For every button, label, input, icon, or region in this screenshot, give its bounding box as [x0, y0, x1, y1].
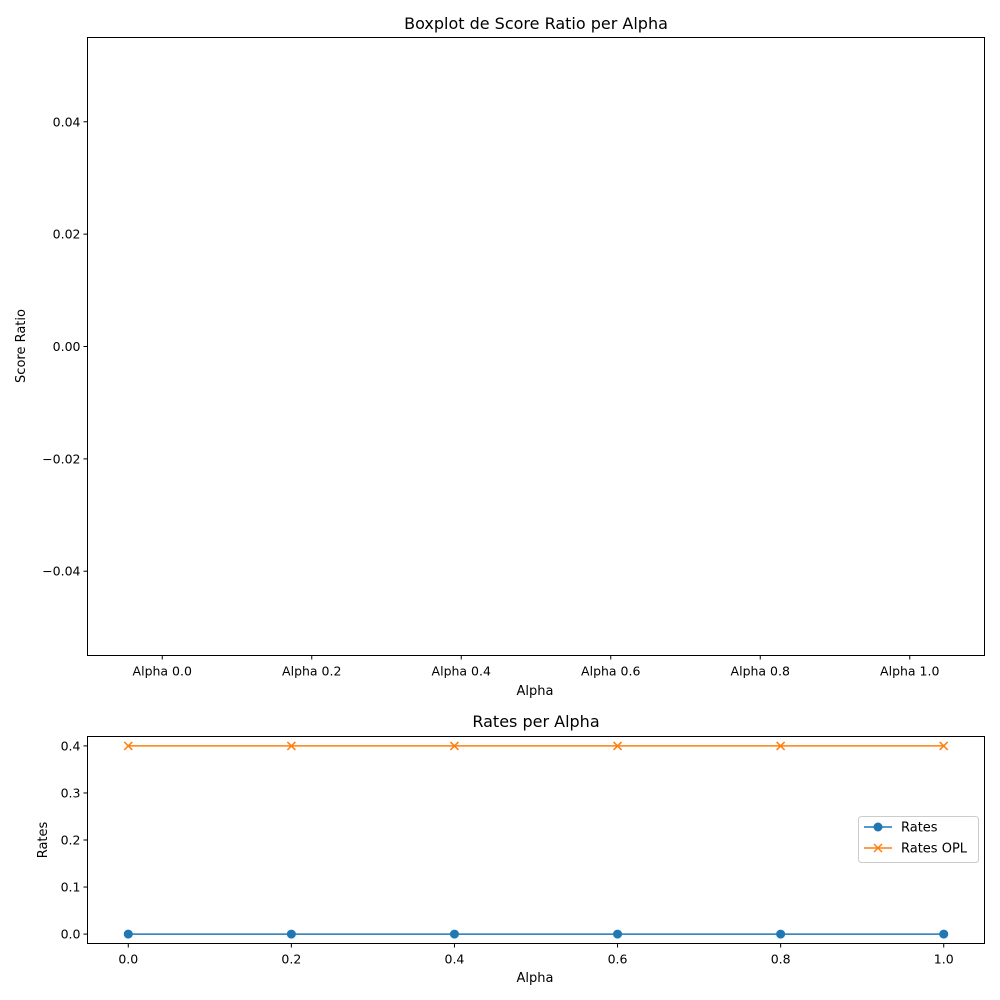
boxplot-y-tick-label: −0.02 — [42, 451, 80, 466]
rates-y-tick-label: 0.0 — [61, 927, 81, 942]
legend-entry-rates-opl: Rates OPL — [864, 842, 968, 857]
legend-marker-rates-opl — [873, 843, 883, 853]
legend-label-rates-opl: Rates OPL — [901, 842, 968, 857]
rates-series — [123, 741, 949, 939]
rates-x-tick-label: 0.0 — [118, 952, 138, 967]
data-point-rates — [776, 929, 786, 939]
boxplot-x-tick-label: Alpha 1.0 — [880, 664, 939, 679]
legend-label-rates: Rates — [901, 821, 938, 836]
rates-y-tick-label: 0.3 — [61, 785, 81, 800]
rates-x-axis-label: Alpha — [517, 971, 554, 986]
boxplot-x-tick-label: Alpha 0.4 — [432, 664, 491, 679]
rates-chart: Rates per Alpha 0.00.10.20.30.4 0.0 0.2 0.… — [36, 712, 985, 986]
boxplot-y-ticks: −0.04 −0.02 0.00 0.02 0.04 — [42, 114, 88, 579]
legend-frame — [858, 816, 979, 863]
data-point-rates — [613, 929, 623, 939]
data-point-rates — [123, 929, 133, 939]
rates-x-ticks: 0.0 0.2 0.4 0.6 0.8 1.0 — [118, 943, 954, 967]
data-point-rates — [449, 929, 459, 939]
rates-x-tick-label: 0.4 — [445, 952, 465, 967]
data-point-rates-opl — [123, 741, 133, 751]
boxplot-x-tick-label: Alpha 0.2 — [282, 664, 341, 679]
rates-title: Rates per Alpha — [472, 712, 599, 731]
boxplot-x-tick-label: Alpha 0.0 — [133, 664, 192, 679]
data-point-rates-opl — [613, 741, 623, 751]
boxplot-x-tick-label: Alpha 0.8 — [731, 664, 790, 679]
boxplot-y-tick-label: 0.02 — [53, 227, 81, 242]
rates-y-axis-label: Rates — [36, 821, 51, 858]
data-point-rates-opl — [939, 741, 949, 751]
legend-marker-rates — [873, 822, 883, 832]
rates-y-ticks: 0.0 0.1 0.2 0.3 0.4 — [61, 738, 88, 942]
data-point-rates-opl — [449, 741, 459, 751]
rates-y-tick-label: 0.1 — [61, 880, 81, 895]
rates-x-tick-label: 0.8 — [771, 952, 791, 967]
data-point-rates-opl — [286, 741, 296, 751]
boxplot-y-tick-label: 0.04 — [53, 114, 81, 129]
rates-y-tick-label: 0.2 — [61, 833, 81, 848]
data-point-rates — [286, 929, 296, 939]
data-point-rates — [939, 929, 949, 939]
data-point-rates-opl — [776, 741, 786, 751]
legend-entry-rates: Rates — [864, 821, 938, 836]
rates-legend: Rates Rates OPL — [858, 816, 979, 863]
boxplot-chart: Boxplot de Score Ratio per Alpha −0.04−0… — [14, 14, 985, 699]
rates-x-tick-label: 0.2 — [281, 952, 301, 967]
rates-x-tick-label: 0.6 — [608, 952, 628, 967]
boxplot-y-tick-label: 0.00 — [53, 339, 81, 354]
boxplot-y-tick-label: −0.04 — [42, 564, 80, 579]
boxplot-y-axis-label: Score Ratio — [14, 309, 29, 383]
rates-y-tick-label: 0.4 — [61, 738, 81, 753]
boxplot-x-tick-label: Alpha 0.6 — [581, 664, 640, 679]
boxplot-x-axis-label: Alpha — [517, 684, 554, 699]
boxplot-title: Boxplot de Score Ratio per Alpha — [404, 14, 668, 33]
boxplot-x-ticks: Alpha 0.0 Alpha 0.2 Alpha 0.4 Alpha 0.6 Alph… — [133, 655, 939, 679]
rates-x-tick-label: 1.0 — [934, 952, 954, 967]
